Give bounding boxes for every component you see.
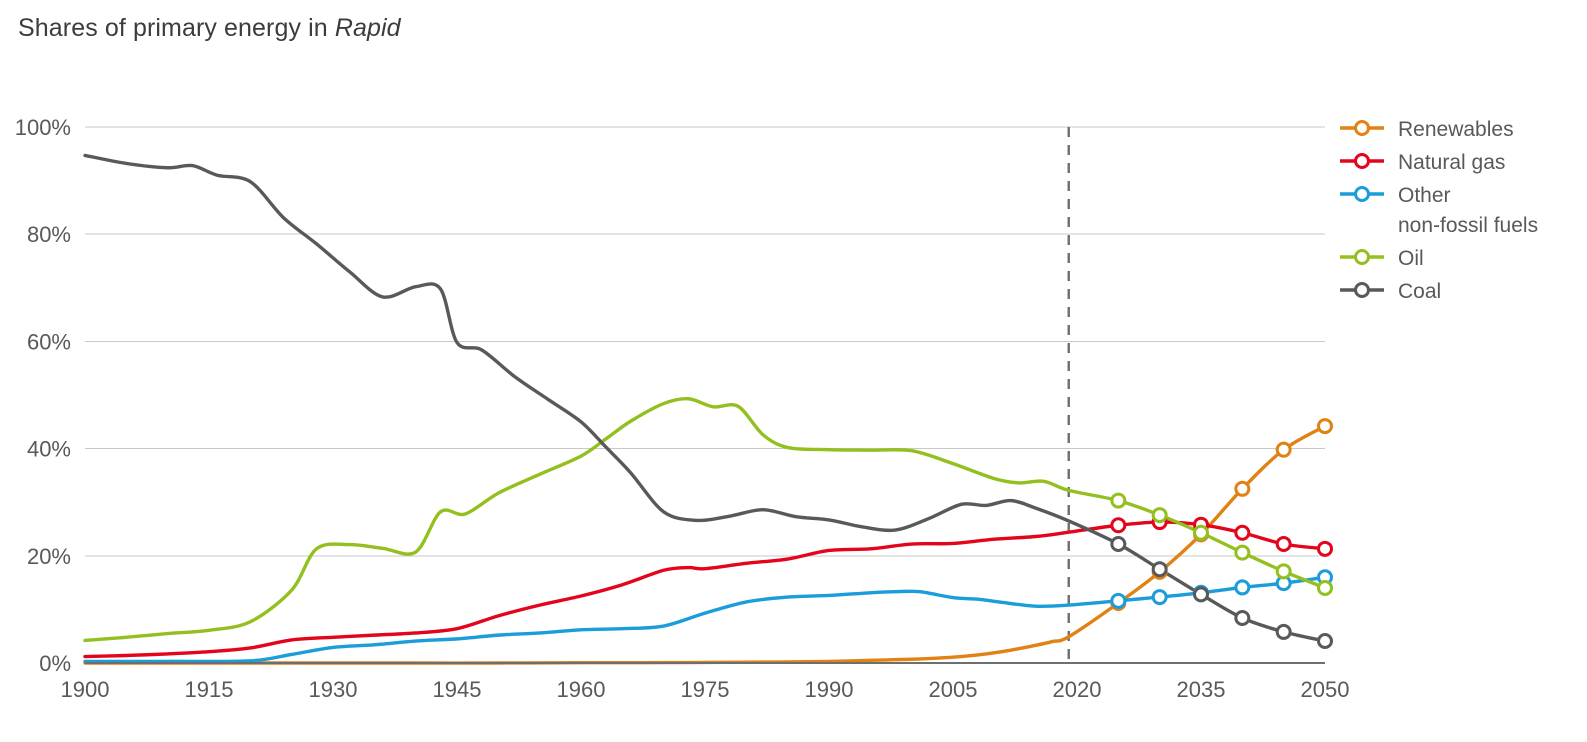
data-point-marker — [1234, 544, 1251, 561]
data-point-marker — [1275, 536, 1292, 553]
data-point-marker — [1317, 579, 1333, 596]
legend-swatch-marker — [1354, 249, 1370, 265]
data-point-marker — [1275, 563, 1292, 580]
data-point-marker — [1275, 441, 1292, 458]
x-axis-label: 1930 — [309, 677, 358, 702]
y-axis-label: 60% — [27, 329, 71, 354]
data-point-marker — [1317, 418, 1333, 435]
data-point-marker — [1275, 623, 1292, 640]
data-point-marker — [1234, 480, 1251, 497]
gridlines — [85, 126, 1325, 557]
legend-item-label-line2: non-fossil fuels — [1398, 214, 1538, 237]
data-point-marker — [1151, 507, 1168, 524]
series-line-coal — [83, 153, 1327, 643]
x-axis-label: 2035 — [1177, 677, 1226, 702]
title-prefix: Shares of primary energy in — [18, 14, 335, 42]
series-line-oil — [83, 396, 1327, 643]
data-point-marker — [1193, 586, 1209, 603]
data-point-marker — [1110, 517, 1127, 534]
legend-swatch-marker — [1354, 186, 1370, 202]
x-axis-label: 2005 — [929, 677, 978, 702]
data-point-marker — [1110, 592, 1127, 609]
legend-item-oil[interactable]: Oil — [1340, 247, 1424, 270]
y-axis-label: 40% — [27, 437, 71, 462]
y-axis-label: 0% — [39, 651, 71, 676]
x-axis-ticks: 1900 1915 1930 1945 1960 1975 1990 2005 2020 2035… — [61, 677, 1350, 702]
legend-item-label: Coal — [1398, 280, 1441, 303]
data-point-marker — [1317, 540, 1333, 557]
legend-swatch-marker — [1354, 153, 1370, 169]
data-point-marker — [1317, 633, 1333, 650]
x-axis-label: 1900 — [61, 677, 110, 702]
x-axis-label: 2020 — [1053, 677, 1102, 702]
legend-swatch-marker — [1354, 282, 1370, 298]
data-point-marker — [1151, 561, 1168, 578]
x-axis-label: 1975 — [681, 677, 730, 702]
page-title: Shares of primary energy in Rapid — [18, 14, 401, 43]
data-series — [83, 153, 1333, 665]
legend-item-renewables[interactable]: Renewables — [1340, 118, 1514, 141]
y-axis-label: 100% — [15, 115, 71, 140]
legend-item-label: Natural gas — [1398, 151, 1505, 174]
x-axis-label: 1960 — [557, 677, 606, 702]
legend-item-other[interactable]: Other non-fossil fuels — [1340, 184, 1538, 237]
y-axis-label: 20% — [27, 544, 71, 569]
data-point-marker — [1151, 589, 1168, 606]
data-point-marker — [1193, 524, 1209, 541]
y-axis-ticks: 0% 20% 40% 60% 80% 100% — [15, 115, 71, 676]
title-scenario: Rapid — [334, 14, 401, 42]
legend-item-label: Other — [1398, 184, 1451, 207]
data-point-marker — [1234, 579, 1251, 596]
legend-item-label: Renewables — [1398, 118, 1514, 141]
data-point-marker — [1110, 536, 1127, 553]
x-axis-label: 1990 — [805, 677, 854, 702]
x-axis-label: 2050 — [1301, 677, 1350, 702]
data-point-marker — [1110, 492, 1127, 509]
data-point-marker — [1234, 609, 1251, 626]
chart-legend: Renewables Natural gas Other non-fossil fue… — [1340, 118, 1538, 303]
data-point-marker — [1234, 524, 1251, 541]
series-line-renewables — [83, 424, 1327, 665]
legend-item-natural-gas[interactable]: Natural gas — [1340, 151, 1505, 174]
legend-item-label: Oil — [1398, 247, 1424, 270]
y-axis-label: 80% — [27, 222, 71, 247]
legend-item-coal[interactable]: Coal — [1340, 280, 1441, 303]
x-axis-label: 1915 — [185, 677, 234, 702]
legend-swatch-marker — [1354, 120, 1370, 136]
x-axis-label: 1945 — [433, 677, 482, 702]
